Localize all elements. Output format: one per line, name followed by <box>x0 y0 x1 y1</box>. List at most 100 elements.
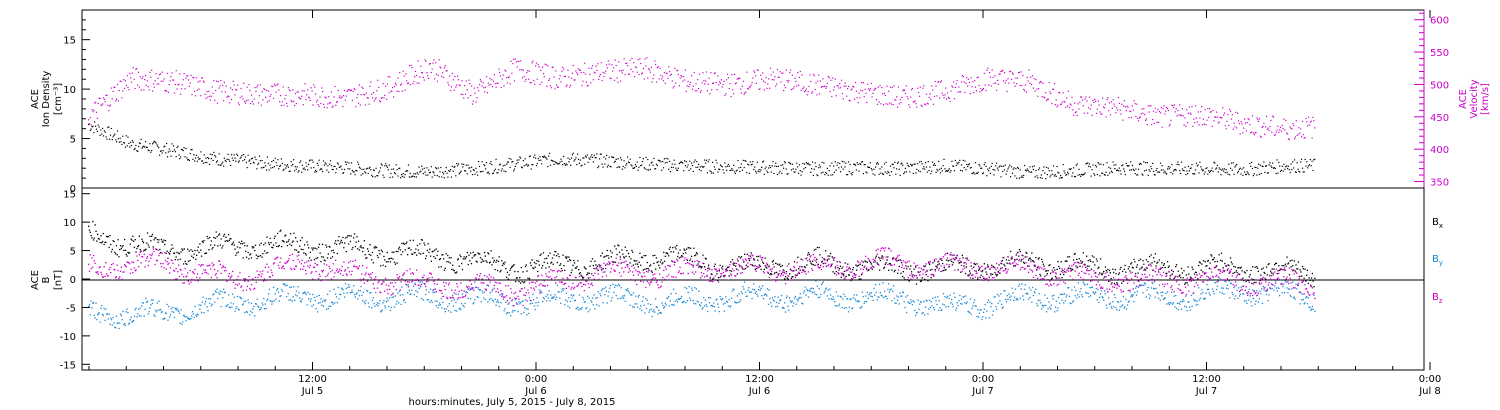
velocity-point <box>584 62 586 64</box>
density-point <box>1311 160 1313 162</box>
b-bx-point <box>1086 265 1089 267</box>
density-point <box>560 158 562 160</box>
b-bx-point <box>489 261 491 263</box>
b-bx-point <box>1191 266 1193 268</box>
velocity-point <box>723 80 725 82</box>
velocity-point <box>197 81 199 83</box>
b-bx-point <box>1183 270 1185 272</box>
density-point <box>645 156 647 158</box>
density-point <box>846 174 848 176</box>
density-point <box>808 163 810 165</box>
b-by-point <box>149 307 151 309</box>
b-bx-point <box>391 251 393 253</box>
b-bx-point <box>1028 258 1030 260</box>
velocity-point <box>793 86 795 88</box>
density-point <box>957 163 959 165</box>
velocity-point <box>168 84 170 86</box>
density-point <box>804 167 807 169</box>
b-bx-point <box>697 263 699 265</box>
b-bx-point <box>593 267 595 270</box>
density-point <box>563 163 566 165</box>
velocity-point <box>102 97 105 99</box>
density-point <box>1120 173 1122 175</box>
velocity-point <box>408 65 410 67</box>
velocity-point <box>590 82 592 84</box>
b-bx-point <box>299 245 301 247</box>
b-bx-point <box>169 250 172 252</box>
velocity-point <box>927 103 929 105</box>
density-point <box>1087 162 1089 164</box>
b-bx-point <box>1001 260 1003 262</box>
density-point <box>1272 162 1274 164</box>
velocity-point <box>695 83 697 85</box>
b-bx-point <box>905 265 907 267</box>
b-bx-point <box>537 260 540 262</box>
b-bx-point <box>654 254 656 256</box>
b-by-point <box>503 310 505 312</box>
b-bx-point <box>1157 261 1159 263</box>
density-point <box>350 173 352 175</box>
b-bx-point <box>1218 254 1220 256</box>
velocity-point <box>252 103 254 105</box>
b-bx-point <box>375 247 377 249</box>
b-bx-point <box>1076 258 1078 260</box>
velocity-point <box>1131 105 1133 107</box>
velocity-point <box>1085 96 1087 98</box>
density-point <box>1253 173 1255 175</box>
velocity-point <box>1167 109 1169 112</box>
b-bx-point <box>1182 277 1184 279</box>
density-point <box>815 166 817 168</box>
b-bx-point <box>393 251 395 253</box>
b-bx-point <box>716 273 718 275</box>
velocity-point <box>943 97 945 99</box>
velocity-point <box>828 77 830 79</box>
b-bx-point <box>922 269 924 271</box>
density-point <box>1282 170 1284 172</box>
velocity-point <box>692 85 694 87</box>
b-by-point <box>132 320 134 322</box>
velocity-point <box>1076 115 1078 117</box>
b-bx-point <box>932 262 934 264</box>
b-bx-point <box>142 240 144 242</box>
b-bx-point <box>897 272 899 274</box>
b-bx-point <box>695 252 698 254</box>
b-bx-point <box>100 235 102 237</box>
b-bx-point <box>494 268 496 271</box>
b-bx-point <box>675 248 677 250</box>
density-point <box>559 161 561 163</box>
b-bx-point <box>1190 277 1192 279</box>
b-bx-point <box>206 235 208 238</box>
density-point <box>690 168 692 170</box>
density-point <box>91 126 93 128</box>
b-by-point <box>531 302 533 304</box>
b-bx-point <box>690 255 693 257</box>
density-point <box>909 171 911 173</box>
b-bx-point <box>1143 263 1145 265</box>
b-bx-point <box>831 256 833 258</box>
velocity-point <box>833 86 835 88</box>
velocity-point <box>409 84 411 86</box>
density-point <box>1019 169 1021 171</box>
b-bx-point <box>604 255 606 258</box>
velocity-point <box>427 75 429 77</box>
b-bx-point <box>877 263 879 265</box>
b-by-point <box>389 297 391 299</box>
b-bx-point <box>998 264 1000 266</box>
density-point <box>485 168 487 170</box>
b-bx-point <box>945 268 947 271</box>
density-point <box>1133 169 1135 171</box>
b-by-point <box>119 322 121 324</box>
b-by-point <box>183 315 185 317</box>
b-by-point <box>394 295 397 297</box>
density-point <box>980 167 982 169</box>
b-bx-point <box>1050 278 1053 280</box>
velocity-point <box>953 98 956 100</box>
density-point <box>393 172 396 174</box>
density-point <box>175 156 177 158</box>
density-point <box>180 148 183 151</box>
velocity-point <box>893 85 895 87</box>
b-bx-point <box>504 261 506 263</box>
b-bx-point <box>1283 265 1285 267</box>
b-bx-point <box>1146 267 1148 269</box>
b-bx-point <box>406 241 408 243</box>
